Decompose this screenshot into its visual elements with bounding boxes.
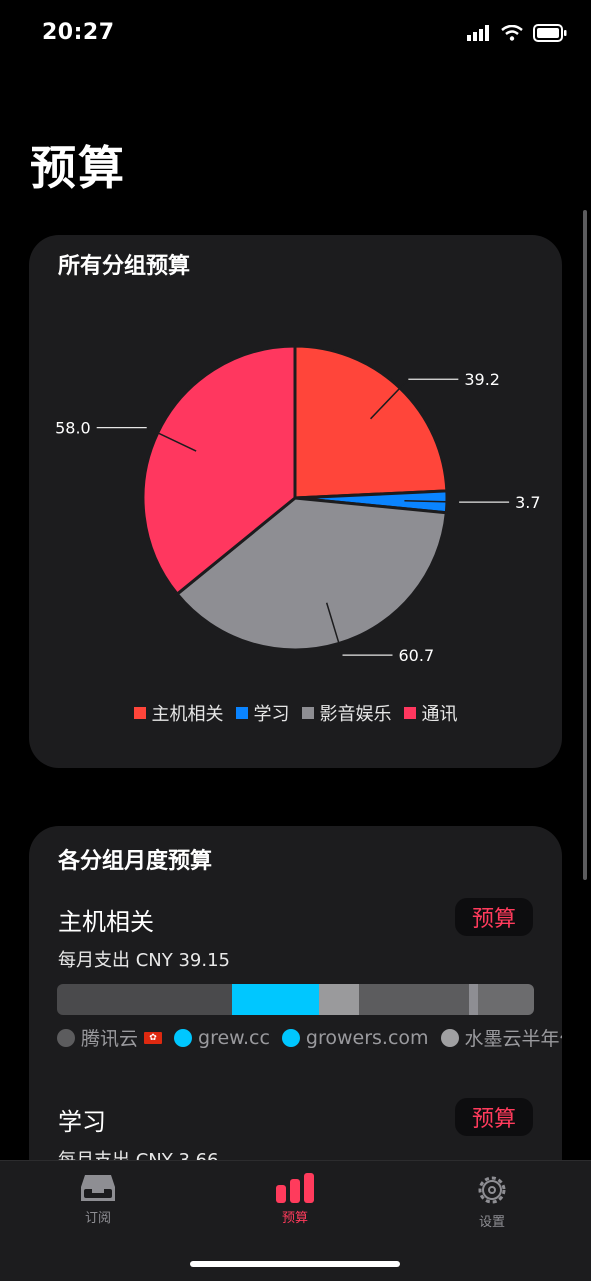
pie-data-label-0: 39.2 <box>464 370 500 389</box>
status-bar: 20:27 <box>0 0 591 72</box>
tab-budget[interactable]: 预算 <box>235 1173 355 1226</box>
legend-item-0: 主机相关 <box>133 700 224 726</box>
gear-icon <box>478 1176 506 1204</box>
legend-label: 主机相关 <box>151 704 224 725</box>
legend-dot <box>174 1028 193 1047</box>
pie-data-label-2: 60.7 <box>399 646 435 665</box>
legend-dot <box>281 1028 300 1047</box>
pie-slice-0 <box>293 344 449 500</box>
subscription-legend-item: grew.cc <box>174 1024 270 1051</box>
pie-chart: 39.2 3.7 60.7 58.0 <box>55 344 541 665</box>
subscription-legend-item: 水墨云半年付 <box>440 1024 562 1051</box>
budget-button[interactable]: 预算 <box>455 898 533 936</box>
tab-settings[interactable]: 设置 <box>432 1173 552 1230</box>
legend-label: 学习 <box>253 704 290 725</box>
tab-label: 预算 <box>281 1211 308 1226</box>
cellular-signal-icon <box>467 25 489 41</box>
home-indicator[interactable] <box>190 1261 400 1267</box>
group-name: 主机相关 <box>58 908 154 936</box>
pie-legend: 主机相关 学习 影音娱乐 通讯 <box>29 700 562 726</box>
bar-segment-5 <box>478 984 534 1015</box>
budget-button[interactable]: 预算 <box>455 1098 533 1136</box>
legend-dot <box>440 1028 459 1047</box>
subscription-name: 水墨云半年付 <box>464 1028 562 1050</box>
bar-segment-3 <box>358 984 469 1015</box>
tab-subscriptions[interactable]: 订阅 <box>38 1173 158 1226</box>
spend-breakdown-bar <box>57 984 534 1015</box>
subscription-legend-item: growers.com <box>281 1024 429 1051</box>
bar-segment-0 <box>57 984 233 1015</box>
bar-segment-2 <box>318 984 359 1015</box>
bar-segment-4 <box>468 984 479 1015</box>
legend-dot <box>57 1028 75 1047</box>
subscription-name: growers.com <box>305 1026 429 1049</box>
tab-label: 设置 <box>478 1215 505 1230</box>
status-icons <box>467 24 567 42</box>
hong-kong-flag-icon: ✿ <box>144 1031 163 1044</box>
monthly-spend: 每月支出 CNY 39.15 <box>58 950 231 971</box>
legend-item-2: 影音娱乐 <box>301 700 392 726</box>
legend-swatch <box>235 707 248 719</box>
tab-bar: 订阅 预算 设置 <box>0 1160 591 1281</box>
bar-chart-icon <box>276 1173 314 1203</box>
legend-swatch <box>301 707 314 719</box>
group-name: 学习 <box>58 1108 106 1136</box>
subscription-legend: 腾讯云 ✿ grew.cc growers.com 水墨云半年付 <box>57 1024 562 1051</box>
monthly-budget-title: 各分组月度预算 <box>58 849 213 874</box>
legend-item-1: 学习 <box>235 700 290 726</box>
legend-item-3: 通讯 <box>403 700 458 726</box>
subscription-name: 腾讯云 <box>81 1028 139 1050</box>
legend-label: 影音娱乐 <box>319 704 392 725</box>
subscription-name: grew.cc <box>198 1026 270 1049</box>
tab-label: 订阅 <box>84 1211 111 1226</box>
budget-overview-title: 所有分组预算 <box>58 254 191 279</box>
legend-label: 通讯 <box>421 704 458 725</box>
pie-data-label-1: 3.7 <box>515 493 540 512</box>
status-time: 20:27 <box>42 20 115 45</box>
page-title: 预算 <box>30 141 126 195</box>
scroll-indicator[interactable] <box>583 210 587 880</box>
subscription-legend-item: 腾讯云 ✿ <box>57 1024 163 1051</box>
wifi-icon <box>501 25 523 41</box>
legend-swatch <box>133 707 146 719</box>
pie-data-label-3: 58.0 <box>55 419 91 438</box>
battery-icon <box>533 24 567 42</box>
legend-swatch <box>403 707 416 719</box>
inbox-tray-icon <box>81 1175 115 1201</box>
bar-segment-1 <box>232 984 319 1015</box>
